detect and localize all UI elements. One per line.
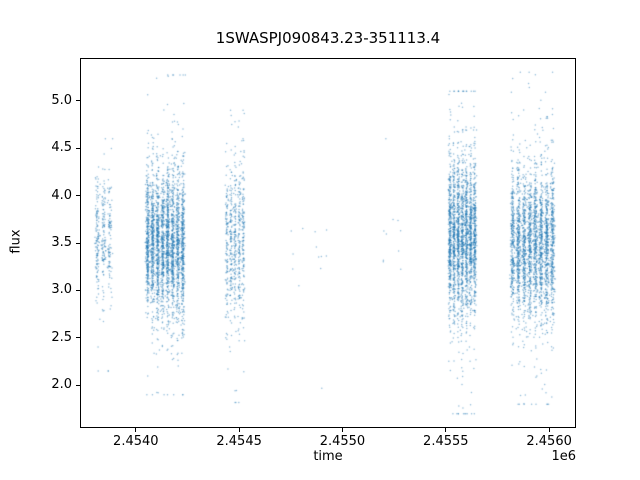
y-tick [76, 195, 80, 197]
x-axis-offset-label: 1e6 [551, 449, 576, 464]
y-tick [76, 242, 80, 244]
y-tick [76, 337, 80, 339]
x-tick [238, 428, 240, 432]
x-tick-label: 2.4545 [216, 434, 262, 449]
x-tick-label: 2.4550 [319, 434, 366, 449]
y-tick [76, 384, 80, 386]
chart-title: 1SWASPJ090843.23-351113.4 [215, 29, 441, 47]
y-tick-label: 4.5 [51, 140, 72, 156]
y-tick-label: 4.0 [51, 187, 72, 203]
x-tick [548, 428, 550, 432]
y-tick [76, 100, 80, 102]
y-tick [76, 289, 80, 291]
y-tick-label: 2.0 [51, 377, 72, 393]
y-tick [76, 147, 80, 149]
y-tick-label: 3.0 [51, 282, 72, 298]
x-tick-label: 2.4540 [113, 434, 159, 449]
y-tick-label: 5.0 [51, 92, 72, 108]
y-tick-label: 2.5 [51, 329, 72, 345]
x-tick [445, 428, 447, 432]
x-axis-label: time [313, 449, 343, 464]
y-tick-label: 3.5 [51, 235, 72, 250]
x-tick-label: 2.4555 [423, 434, 469, 449]
x-tick [341, 428, 343, 432]
x-tick [135, 428, 137, 432]
x-tick-label: 2.4560 [526, 434, 572, 449]
